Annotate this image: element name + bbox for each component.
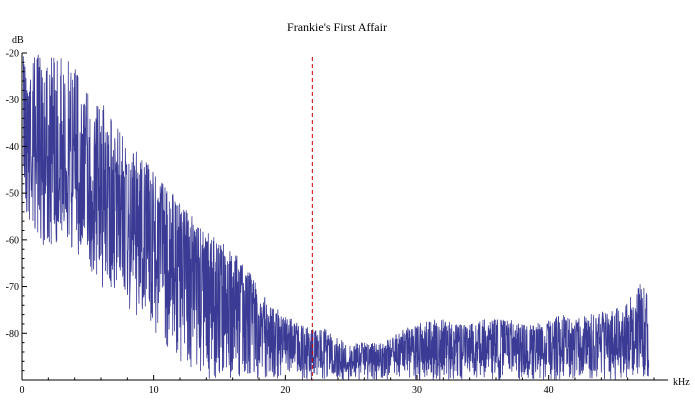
y-axis-ticks: -20 -30 -40 -50 -60 -70 -80 (6, 49, 27, 372)
y-tick-label: -20 (6, 49, 19, 60)
y-tick-label: -80 (6, 329, 19, 340)
spectrum-trace (22, 54, 650, 380)
y-tick-label: -70 (6, 282, 19, 293)
y-tick-label: -60 (6, 235, 19, 246)
y-tick-label: -40 (6, 142, 19, 153)
plot-area (22, 54, 650, 380)
x-tick-label: 20 (280, 385, 290, 396)
y-tick-label: -50 (6, 189, 19, 200)
x-axis-ticks: 0 10 20 30 40 (20, 375, 655, 396)
x-tick-label: 10 (149, 385, 159, 396)
x-axis-label: kHz (673, 377, 690, 388)
chart-title: Frankie's First Affair (287, 20, 387, 34)
x-tick-label: 40 (544, 385, 554, 396)
x-tick-label: 0 (20, 385, 25, 396)
y-tick-label: -30 (6, 95, 19, 106)
x-tick-label: 30 (412, 385, 422, 396)
y-axis-label: dB (12, 35, 24, 46)
